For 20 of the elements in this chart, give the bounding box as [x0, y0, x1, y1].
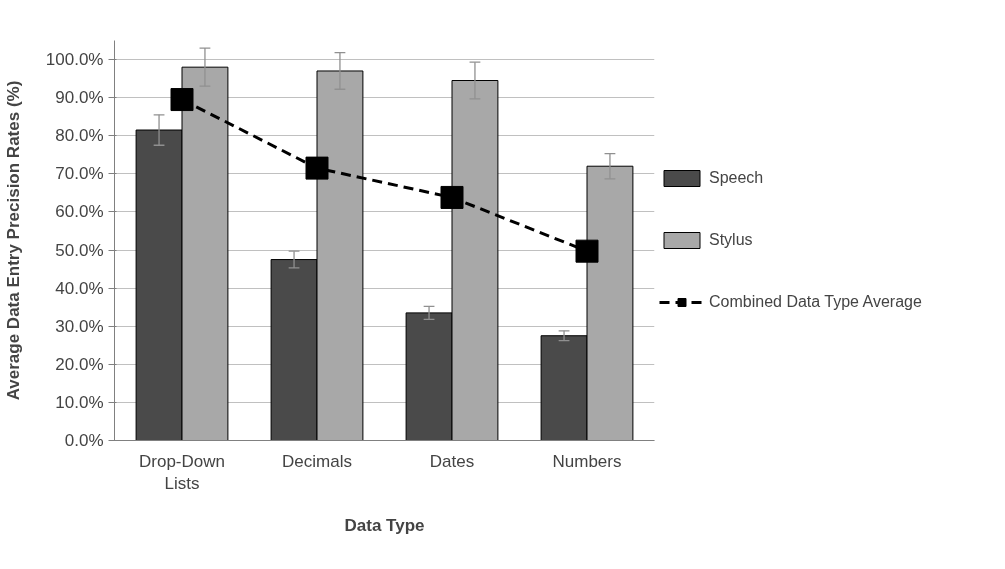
y-tick-label: 80.0%	[55, 126, 104, 146]
x-tick-label: Numbers	[552, 451, 622, 471]
legend-label: Speech	[709, 168, 764, 188]
y-tick-label: 50.0%	[55, 240, 104, 260]
y-tick-label: 40.0%	[55, 278, 104, 298]
y-tick-label: 60.0%	[55, 202, 104, 222]
y-tick-label: 0.0%	[64, 431, 104, 450]
y-tick-label: 20.0%	[55, 354, 104, 374]
y-tick-label: 70.0%	[55, 164, 104, 184]
legend-label: Combined Data Type Average	[709, 292, 922, 312]
x-tick-label: Decimals	[282, 451, 352, 471]
y-axis-title: Average Data Entry Precision Rates (%)	[3, 80, 23, 401]
y-tick-label: 90.0%	[55, 88, 104, 108]
y-tick-label: 30.0%	[55, 316, 104, 336]
x-axis-title: Data Type	[344, 516, 425, 536]
legend-label: Stylus	[709, 230, 753, 250]
y-tick-label: 10.0%	[55, 392, 104, 412]
x-tick-label: Dates	[429, 451, 475, 471]
y-tick-label: 100.0%	[45, 50, 104, 70]
x-tick-label: Drop-Down Lists	[139, 451, 225, 494]
